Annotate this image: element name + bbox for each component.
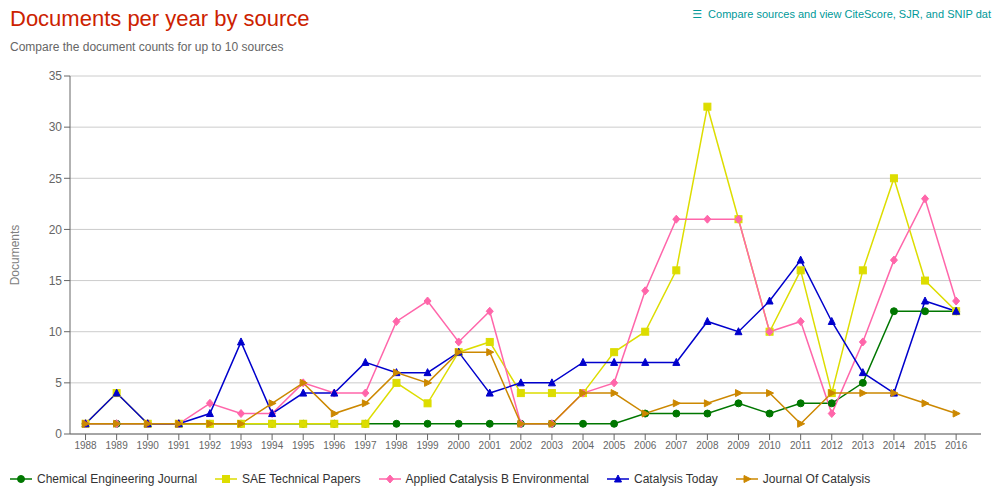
svg-text:1998: 1998: [385, 440, 408, 451]
svg-text:25: 25: [49, 172, 63, 186]
svg-text:35: 35: [49, 69, 63, 83]
html-text:Chemical Engineering Journal: Chemical Engineering Journal: [37, 472, 198, 486]
html-text:Applied Catalysis B Environmen: Applied Catalysis B Environmental: [405, 472, 589, 486]
svg-text:1989: 1989: [106, 440, 129, 451]
svg-text:2006: 2006: [634, 440, 657, 451]
svg-text:2012: 2012: [821, 440, 844, 451]
svg-text:20: 20: [49, 223, 63, 237]
svg-text:1997: 1997: [354, 440, 377, 451]
html-text:Documents per year by source: Documents per year by source: [10, 6, 310, 31]
html-text:☰ Compare sources and view Cit: ☰ Compare sources and view CiteScore, SJ…: [692, 8, 991, 20]
svg-text:2002: 2002: [510, 440, 533, 451]
svg-text:1990: 1990: [137, 440, 160, 451]
svg-text:2009: 2009: [727, 440, 750, 451]
html-text:Journal Of Catalysis: Journal Of Catalysis: [762, 472, 871, 486]
svg-text:2007: 2007: [665, 440, 688, 451]
svg-text:2016: 2016: [945, 440, 968, 451]
html-text:SAE Technical Papers: SAE Technical Papers: [242, 472, 361, 486]
svg-text:1992: 1992: [199, 440, 222, 451]
svg-text:30: 30: [49, 120, 63, 134]
svg-text:1995: 1995: [292, 440, 315, 451]
svg-text:2015: 2015: [914, 440, 937, 451]
svg-text:2014: 2014: [883, 440, 906, 451]
svg-text:2005: 2005: [603, 440, 626, 451]
svg-text:0: 0: [55, 427, 62, 441]
svg-text:1994: 1994: [261, 440, 284, 451]
svg-text:2010: 2010: [758, 440, 781, 451]
html-text:Catalysis Today: Catalysis Today: [634, 472, 718, 486]
svg-text:5: 5: [55, 376, 62, 390]
svg-text:1999: 1999: [416, 440, 439, 451]
svg-text:1993: 1993: [230, 440, 253, 451]
svg-text:1991: 1991: [168, 440, 191, 451]
svg-text:2001: 2001: [479, 440, 502, 451]
svg-text:2011: 2011: [790, 440, 812, 451]
svg-text:2000: 2000: [448, 440, 471, 451]
svg-text:1988: 1988: [74, 440, 97, 451]
svg-text:10: 10: [49, 325, 63, 339]
html-text:Compare the document counts fo: Compare the document counts for up to 10…: [10, 40, 284, 54]
svg-text:15: 15: [49, 274, 63, 288]
svg-text:2008: 2008: [696, 440, 719, 451]
svg-text:2003: 2003: [541, 440, 564, 451]
svg-text:2004: 2004: [572, 440, 595, 451]
svg-text:2013: 2013: [852, 440, 875, 451]
svg-text:Documents: Documents: [8, 225, 22, 286]
svg-text:1996: 1996: [323, 440, 346, 451]
